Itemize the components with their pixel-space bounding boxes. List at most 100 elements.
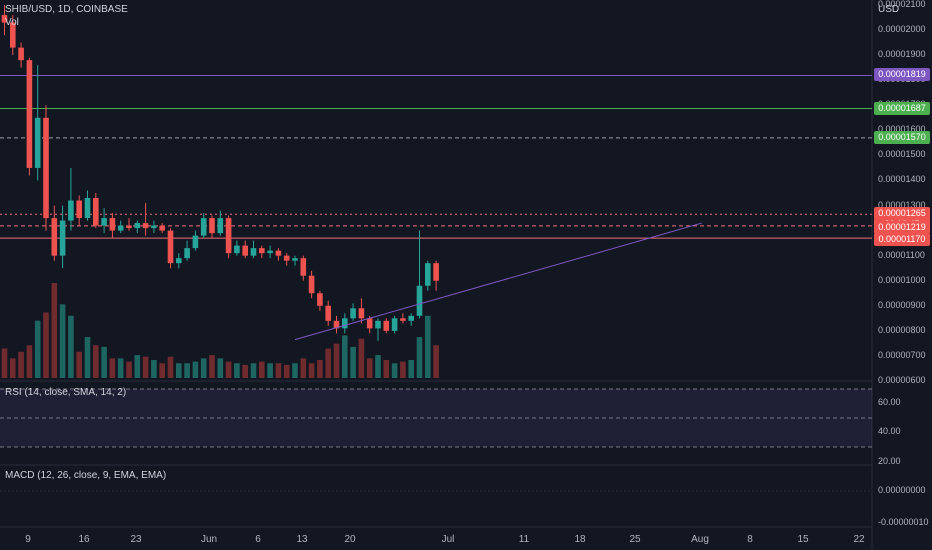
price-tag: 0.00001265 xyxy=(874,207,930,221)
volume-bar xyxy=(408,359,414,378)
candle-body xyxy=(416,285,423,316)
volume-bar xyxy=(300,358,307,378)
volume-bar xyxy=(267,363,273,378)
volume-bar xyxy=(433,345,439,378)
price-axis-label: 0.00000900 xyxy=(878,299,926,310)
volume-bar xyxy=(425,315,431,378)
price-tag: 0.00001819 xyxy=(874,68,930,82)
volume-bar xyxy=(383,359,390,378)
volume-bar xyxy=(283,364,290,378)
candle-body xyxy=(117,225,124,231)
x-axis-label: Jul xyxy=(441,534,455,545)
x-axis-label: 18 xyxy=(574,534,586,545)
candle-body xyxy=(242,245,248,256)
volume-bar xyxy=(250,363,257,378)
candle-body xyxy=(342,318,348,329)
candle-body xyxy=(425,263,431,286)
candle-body xyxy=(134,223,141,229)
candle-body xyxy=(142,223,149,229)
volume-bar xyxy=(217,358,224,378)
volume-bar xyxy=(259,361,265,378)
price-axis-label: 0.00000800 xyxy=(878,324,926,335)
candle-body xyxy=(93,198,99,226)
volume-bar xyxy=(101,346,107,378)
price-axis-label: 0.00001900 xyxy=(878,49,926,60)
volume-bar xyxy=(1,348,8,378)
price-axis-label: 0.00001300 xyxy=(878,199,926,210)
candle-body xyxy=(267,250,273,254)
candle-body xyxy=(84,198,91,219)
volume-bar xyxy=(317,359,323,378)
symbol-legend[interactable]: SHIB/USD, 1D, COINBASE xyxy=(5,4,128,15)
volume-bar xyxy=(200,358,207,378)
x-axis-label: 20 xyxy=(344,534,356,545)
volume-legend[interactable]: Vol xyxy=(5,17,19,28)
volume-bar xyxy=(167,356,174,378)
volume-bar xyxy=(68,315,74,378)
candle-body xyxy=(391,318,398,331)
volume-bar xyxy=(34,320,41,378)
candle-body xyxy=(325,305,331,321)
volume-bar xyxy=(18,351,24,378)
candle-body xyxy=(217,218,224,234)
candle-body xyxy=(300,258,307,276)
rsi-axis-label: 40.00 xyxy=(878,426,901,436)
rsi-axis-label: 60.00 xyxy=(878,397,901,407)
rsi-legend[interactable]: RSI (14, close, SMA, 14, 2) xyxy=(5,387,127,398)
candle-body xyxy=(26,60,33,168)
x-axis-label: 25 xyxy=(629,534,641,545)
volume-bar xyxy=(416,337,423,378)
macd-axis-label: -0.00000010 xyxy=(878,517,929,527)
x-axis-label: 23 xyxy=(130,534,142,545)
candle-body xyxy=(333,320,340,329)
price-axis-label: 0.00001600 xyxy=(878,124,926,135)
candle-body xyxy=(383,320,390,331)
volume-bar xyxy=(26,345,33,378)
volume-bar xyxy=(84,337,91,378)
x-axis-label: 9 xyxy=(25,534,31,545)
candle-body xyxy=(34,117,41,168)
x-axis-label: 6 xyxy=(255,534,261,545)
candle-body xyxy=(225,218,232,254)
volume-bar xyxy=(375,355,381,378)
price-axis-label: 0.00000600 xyxy=(878,374,926,385)
candle-body xyxy=(159,225,165,231)
price-tag: 0.00001219 xyxy=(874,220,930,234)
candle-body xyxy=(308,275,315,294)
macd-axis-label: 0.00000000 xyxy=(878,485,926,495)
price-tag: 0.00001570 xyxy=(874,130,930,144)
volume-bar xyxy=(358,338,365,378)
candle-body xyxy=(176,258,182,264)
candle-body xyxy=(358,308,365,319)
price-axis-label: 0.00001100 xyxy=(878,249,925,260)
macd-legend[interactable]: MACD (12, 26, close, 9, EMA, EMA) xyxy=(5,470,167,481)
volume-bar xyxy=(342,335,348,378)
candle-body xyxy=(43,117,49,219)
candle-body xyxy=(317,293,323,306)
candle-body xyxy=(400,318,406,321)
volume-bar xyxy=(176,363,182,378)
volume-bar xyxy=(391,363,398,378)
candle-body xyxy=(109,218,116,231)
candle-body xyxy=(192,235,199,249)
candle-body xyxy=(167,230,174,264)
rsi-axis-label: 20.00 xyxy=(878,456,901,466)
x-axis-label: Aug xyxy=(691,534,709,545)
candle-body xyxy=(375,320,381,329)
volume-bar xyxy=(142,356,149,378)
trendline xyxy=(294,222,702,341)
x-axis-label: 15 xyxy=(797,534,809,545)
candle-body xyxy=(250,248,257,256)
candle-body xyxy=(275,250,282,256)
volume-bar xyxy=(126,361,132,378)
currency-label: USD xyxy=(878,4,900,15)
volume-bar xyxy=(51,283,58,378)
candle-body xyxy=(10,22,16,48)
volume-bar xyxy=(350,346,356,378)
volume-bar xyxy=(93,345,99,378)
volume-bar xyxy=(10,358,16,378)
candle-body xyxy=(259,248,265,254)
volume-bar xyxy=(117,358,124,378)
